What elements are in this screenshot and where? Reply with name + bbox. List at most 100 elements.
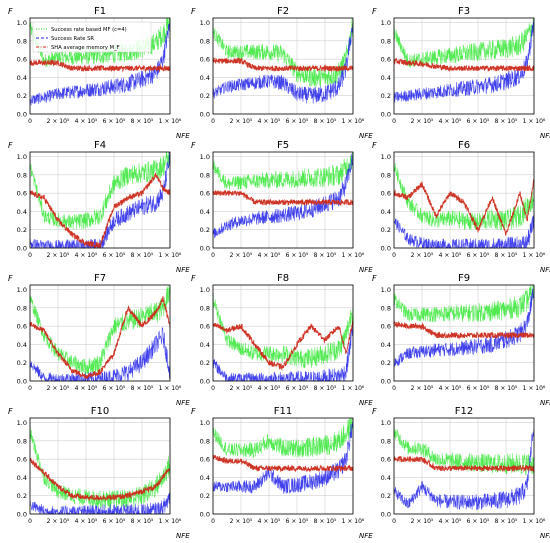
y-tick-label: 0.8 bbox=[17, 37, 27, 45]
y-tick-label: 0.0 bbox=[17, 378, 27, 386]
plot-frame bbox=[29, 151, 171, 249]
y-tick-label: 0.4 bbox=[17, 341, 27, 349]
series-red bbox=[393, 179, 535, 236]
panel-f4: F4 F NFE 0.0 0.2 0.4 0.6 0.8 1.0 0 2 × 10⁵ 4 × 10⁵ 6… bbox=[8, 140, 190, 274]
x-tick-label: 2 × 10⁵ bbox=[47, 518, 70, 525]
y-axis-label: F bbox=[191, 7, 196, 16]
x-tick-label: 4 × 10⁵ bbox=[439, 118, 462, 125]
x-tick-label: 0 bbox=[211, 518, 215, 525]
y-tick-label: 0.6 bbox=[381, 456, 391, 464]
x-tick-label: 0 bbox=[28, 518, 32, 525]
plot-frame bbox=[212, 17, 354, 115]
panel-title: F9 bbox=[458, 273, 470, 284]
panel-title: F2 bbox=[277, 6, 289, 17]
y-tick-label: 0.0 bbox=[200, 245, 210, 253]
plot-frame bbox=[29, 17, 171, 115]
panel-title: F8 bbox=[277, 273, 289, 284]
y-tick-label: 0.4 bbox=[200, 74, 210, 82]
x-tick-label: 4 × 10⁵ bbox=[258, 385, 281, 392]
legend-entry: Success rate based MF (c=4) bbox=[51, 27, 127, 33]
legend-box bbox=[32, 21, 152, 53]
y-tick-label: 0.4 bbox=[381, 341, 391, 349]
panel-title: F10 bbox=[91, 406, 109, 417]
y-tick-label: 0.6 bbox=[17, 56, 27, 64]
y-tick-label: 0.8 bbox=[17, 171, 27, 179]
x-tick-label: 8 × 10⁵ bbox=[314, 518, 337, 525]
panel-title: F6 bbox=[458, 140, 470, 151]
y-tick-label: 0.2 bbox=[200, 492, 210, 500]
x-axis-label: NFE bbox=[359, 399, 373, 407]
series-blue bbox=[30, 151, 171, 249]
y-tick-label: 0.4 bbox=[381, 474, 391, 482]
y-tick-label: 0.6 bbox=[17, 456, 27, 464]
y-axis-label: F bbox=[372, 407, 377, 416]
y-tick-label: 0.8 bbox=[381, 171, 391, 179]
y-tick-label: 0.0 bbox=[17, 111, 27, 119]
x-tick-label: 0 bbox=[28, 252, 32, 259]
series-green bbox=[212, 151, 354, 190]
y-tick-label: 0.4 bbox=[17, 74, 27, 82]
x-tick-label: 2 × 10⁵ bbox=[47, 385, 70, 392]
series-green bbox=[393, 17, 535, 68]
x-tick-label: 4 × 10⁵ bbox=[439, 518, 462, 525]
series-blue bbox=[29, 23, 171, 106]
x-axis-label: NFE bbox=[176, 132, 190, 140]
panel-f2: F2 F NFE 0.0 0.2 0.4 0.6 0.8 1.0 0 2 × 10⁵ 4 × 10⁵ 6… bbox=[191, 6, 373, 140]
y-tick-label: 1.0 bbox=[381, 286, 391, 294]
x-tick-label: 0 bbox=[211, 118, 215, 125]
x-tick-label: 6 × 10⁵ bbox=[103, 518, 126, 525]
y-tick-label: 0.6 bbox=[17, 190, 27, 198]
panel-f9: F9 F NFE 0.0 0.2 0.4 0.6 0.8 1.0 0 2 × 10⁵ 4 × 10⁵ 6… bbox=[372, 273, 550, 407]
x-tick-label: 1 × 10⁶ bbox=[523, 518, 546, 525]
x-tick-label: 8 × 10⁵ bbox=[495, 385, 518, 392]
panel-title: F7 bbox=[94, 273, 106, 284]
series-red bbox=[29, 296, 171, 380]
series-red bbox=[393, 455, 535, 473]
y-tick-label: 1.0 bbox=[17, 286, 27, 294]
panel-title: F4 bbox=[94, 140, 106, 151]
x-axis-label: NFE bbox=[540, 399, 550, 407]
y-tick-label: 1.0 bbox=[381, 19, 391, 27]
x-axis-label: NFE bbox=[176, 532, 190, 540]
x-tick-label: 1 × 10⁶ bbox=[342, 518, 365, 525]
y-tick-label: 0.8 bbox=[17, 304, 27, 312]
y-tick-label: 0.6 bbox=[200, 456, 210, 464]
x-tick-label: 0 bbox=[392, 118, 396, 125]
y-axis-label: F bbox=[372, 7, 377, 16]
x-tick-label: 2 × 10⁵ bbox=[47, 252, 70, 259]
y-axis-label: F bbox=[8, 7, 13, 16]
series-red bbox=[393, 57, 535, 73]
series-green bbox=[29, 426, 171, 509]
series-blue bbox=[393, 284, 535, 367]
x-tick-label: 6 × 10⁵ bbox=[467, 518, 490, 525]
series-green bbox=[29, 284, 171, 376]
x-tick-label: 0 bbox=[211, 385, 215, 392]
x-tick-label: 1 × 10⁶ bbox=[523, 252, 546, 259]
y-tick-label: 1.0 bbox=[200, 419, 210, 427]
x-axis-label: NFE bbox=[176, 266, 190, 274]
x-tick-label: 0 bbox=[211, 252, 215, 259]
x-tick-label: 4 × 10⁵ bbox=[75, 518, 98, 525]
x-tick-label: 4 × 10⁵ bbox=[258, 518, 281, 525]
series-red bbox=[29, 172, 171, 249]
series-red bbox=[29, 59, 171, 73]
x-tick-label: 8 × 10⁵ bbox=[495, 252, 518, 259]
panel-title: F12 bbox=[455, 406, 473, 417]
x-tick-label: 2 × 10⁵ bbox=[230, 252, 253, 259]
y-tick-label: 0.8 bbox=[381, 37, 391, 45]
y-tick-label: 0.6 bbox=[200, 190, 210, 198]
y-tick-label: 0.0 bbox=[381, 111, 391, 119]
y-tick-label: 0.4 bbox=[381, 208, 391, 216]
series-blue bbox=[393, 429, 535, 511]
panel-f12: F12 F NFE 0.0 0.2 0.4 0.6 0.8 1.0 0 2 × 10⁵ 4 × 10⁵… bbox=[372, 406, 550, 540]
x-tick-label: 8 × 10⁵ bbox=[314, 118, 337, 125]
panel-f10: F10 F NFE 0.0 0.2 0.4 0.6 0.8 1.0 0 2 × 10⁵ 4 × 10⁵… bbox=[8, 406, 190, 540]
y-tick-label: 0.0 bbox=[381, 245, 391, 253]
series-green bbox=[212, 293, 354, 369]
y-tick-label: 0.8 bbox=[200, 304, 210, 312]
y-tick-label: 1.0 bbox=[200, 286, 210, 294]
x-tick-label: 6 × 10⁵ bbox=[103, 118, 126, 125]
series-red bbox=[393, 320, 535, 340]
x-axis-label: NFE bbox=[359, 532, 373, 540]
x-tick-label: 8 × 10⁵ bbox=[131, 118, 154, 125]
